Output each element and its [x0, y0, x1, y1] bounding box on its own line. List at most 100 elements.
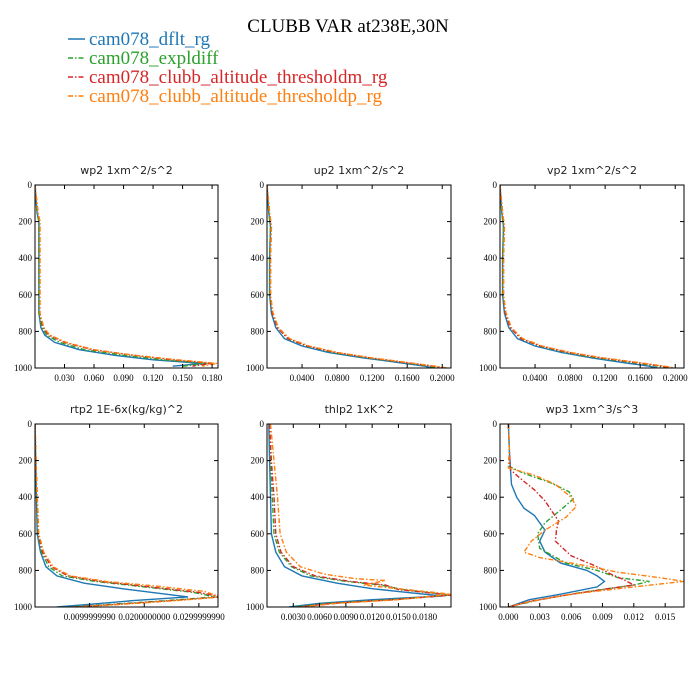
- series-line: [267, 185, 447, 368]
- x-tick-label: 0.009: [592, 612, 613, 622]
- series-line: [267, 185, 434, 368]
- series-line: [268, 424, 443, 607]
- x-tick-label: 0.0120: [360, 612, 385, 622]
- x-tick-label: 0.2000: [663, 373, 688, 383]
- x-tick-label: 0.1600: [395, 373, 420, 383]
- y-tick-label: 400: [251, 253, 265, 263]
- series-group: [35, 424, 218, 607]
- series-line: [267, 185, 439, 368]
- series-line: [35, 424, 189, 607]
- plot-frame: [34, 184, 219, 369]
- chart-panel: up2 1xm^2/s^2 0 200 400 600 800 1000 0.0400 0.08…: [246, 164, 455, 383]
- x-tick-label: 0.0800: [558, 373, 583, 383]
- y-tick-label: 400: [19, 253, 33, 263]
- y-tick-label: 600: [19, 529, 33, 539]
- x-tick-label: 0.2000: [430, 373, 455, 383]
- x-tick-label: 0.0800: [325, 373, 350, 383]
- y-tick-label: 800: [19, 326, 33, 336]
- x-tick-label: 0.0090: [333, 612, 358, 622]
- series-line: [268, 424, 451, 607]
- x-tick-label: 0.120: [143, 373, 164, 383]
- y-tick-label: 1000: [246, 363, 265, 373]
- y-tick-label: 0: [28, 419, 33, 429]
- legend-entry: cam078_dflt_rg: [68, 29, 211, 50]
- x-tick-label: 0.0099999990: [64, 612, 116, 622]
- series-line: [507, 424, 684, 607]
- panel-title: thlp2 1xK^2: [325, 403, 394, 416]
- series-line: [500, 185, 658, 368]
- x-tick-label: 0.000: [498, 612, 519, 622]
- x-tick-label: 0.1600: [628, 373, 653, 383]
- y-tick-label: 400: [484, 492, 498, 502]
- x-tick-label: 0.090: [113, 373, 134, 383]
- chart-panel: wp2 1xm^2/s^2 0 200 400 600 800 1000 0.030 0.060…: [14, 164, 223, 383]
- series-line: [35, 424, 216, 607]
- series-group: [507, 424, 684, 607]
- series-line: [500, 185, 667, 368]
- y-tick-label: 400: [251, 492, 265, 502]
- y-tick-label: 600: [484, 290, 498, 300]
- x-tick-label: 0.150: [172, 373, 193, 383]
- legend-entry: cam078_clubb_altitude_thresholdm_rg: [68, 67, 388, 88]
- x-tick-label: 0.0400: [290, 373, 315, 383]
- x-tick-label: 0.003: [530, 612, 551, 622]
- legend: cam078_dflt_rgcam078_expldiffcam078_club…: [68, 29, 388, 107]
- series-line: [507, 424, 637, 607]
- y-tick-label: 0: [260, 180, 265, 190]
- series-line: [500, 185, 676, 368]
- legend-entry: cam078_clubb_altitude_thresholdp_rg: [68, 86, 383, 107]
- y-tick-label: 800: [19, 565, 33, 575]
- series-line: [35, 424, 218, 607]
- y-tick-label: 0: [28, 180, 33, 190]
- y-tick-label: 200: [19, 456, 33, 466]
- x-tick-label: 0.015: [655, 612, 676, 622]
- x-tick-label: 0.060: [84, 373, 105, 383]
- legend-entry: cam078_expldiff: [68, 48, 219, 69]
- y-tick-label: 0: [493, 180, 498, 190]
- x-tick-label: 0.0060: [307, 612, 332, 622]
- plot-frame: [266, 184, 452, 369]
- plot-frame: [499, 423, 685, 608]
- series-group: [268, 424, 451, 607]
- y-tick-label: 800: [251, 326, 265, 336]
- y-tick-label: 800: [484, 326, 498, 336]
- y-tick-label: 600: [251, 290, 265, 300]
- y-tick-label: 200: [251, 217, 265, 227]
- y-tick-label: 0: [260, 419, 265, 429]
- legend-label: cam078_clubb_altitude_thresholdp_rg: [89, 86, 383, 107]
- series-group: [35, 185, 218, 367]
- x-tick-label: 0.0150: [386, 612, 411, 622]
- series-line: [35, 185, 218, 367]
- y-tick-label: 600: [484, 529, 498, 539]
- x-tick-label: 0.0030: [281, 612, 306, 622]
- y-tick-label: 800: [251, 565, 265, 575]
- panel-title: wp2 1xm^2/s^2: [80, 164, 173, 177]
- y-tick-label: 200: [484, 217, 498, 227]
- series-line: [267, 185, 443, 368]
- series-line: [507, 424, 606, 607]
- panels: wp2 1xm^2/s^2 0 200 400 600 800 1000 0.030 0.060…: [14, 164, 688, 622]
- series-line: [35, 185, 213, 367]
- y-tick-label: 400: [19, 492, 33, 502]
- panel-title: vp2 1xm^2/s^2: [547, 164, 637, 177]
- y-tick-label: 600: [19, 290, 33, 300]
- legend-label: cam078_clubb_altitude_thresholdm_rg: [89, 67, 388, 88]
- y-tick-label: 1000: [479, 602, 498, 612]
- y-tick-label: 1000: [14, 602, 33, 612]
- x-tick-label: 0.0180: [412, 612, 437, 622]
- y-tick-label: 200: [484, 456, 498, 466]
- series-line: [35, 185, 208, 367]
- chart-panel: thlp2 1xK^2 0 200 400 600 800 1000 0.0030 0.0060…: [246, 403, 452, 622]
- legend-label: cam078_expldiff: [89, 48, 219, 69]
- legend-label: cam078_dflt_rg: [89, 29, 211, 50]
- panel-title: up2 1xm^2/s^2: [314, 164, 405, 177]
- series-line: [35, 424, 218, 607]
- x-tick-label: 0.012: [624, 612, 644, 622]
- x-tick-label: 0.180: [202, 373, 223, 383]
- x-tick-label: 0.0299999990: [173, 612, 225, 622]
- y-tick-label: 200: [19, 217, 33, 227]
- series-group: [500, 185, 676, 368]
- plot-frame: [499, 184, 685, 369]
